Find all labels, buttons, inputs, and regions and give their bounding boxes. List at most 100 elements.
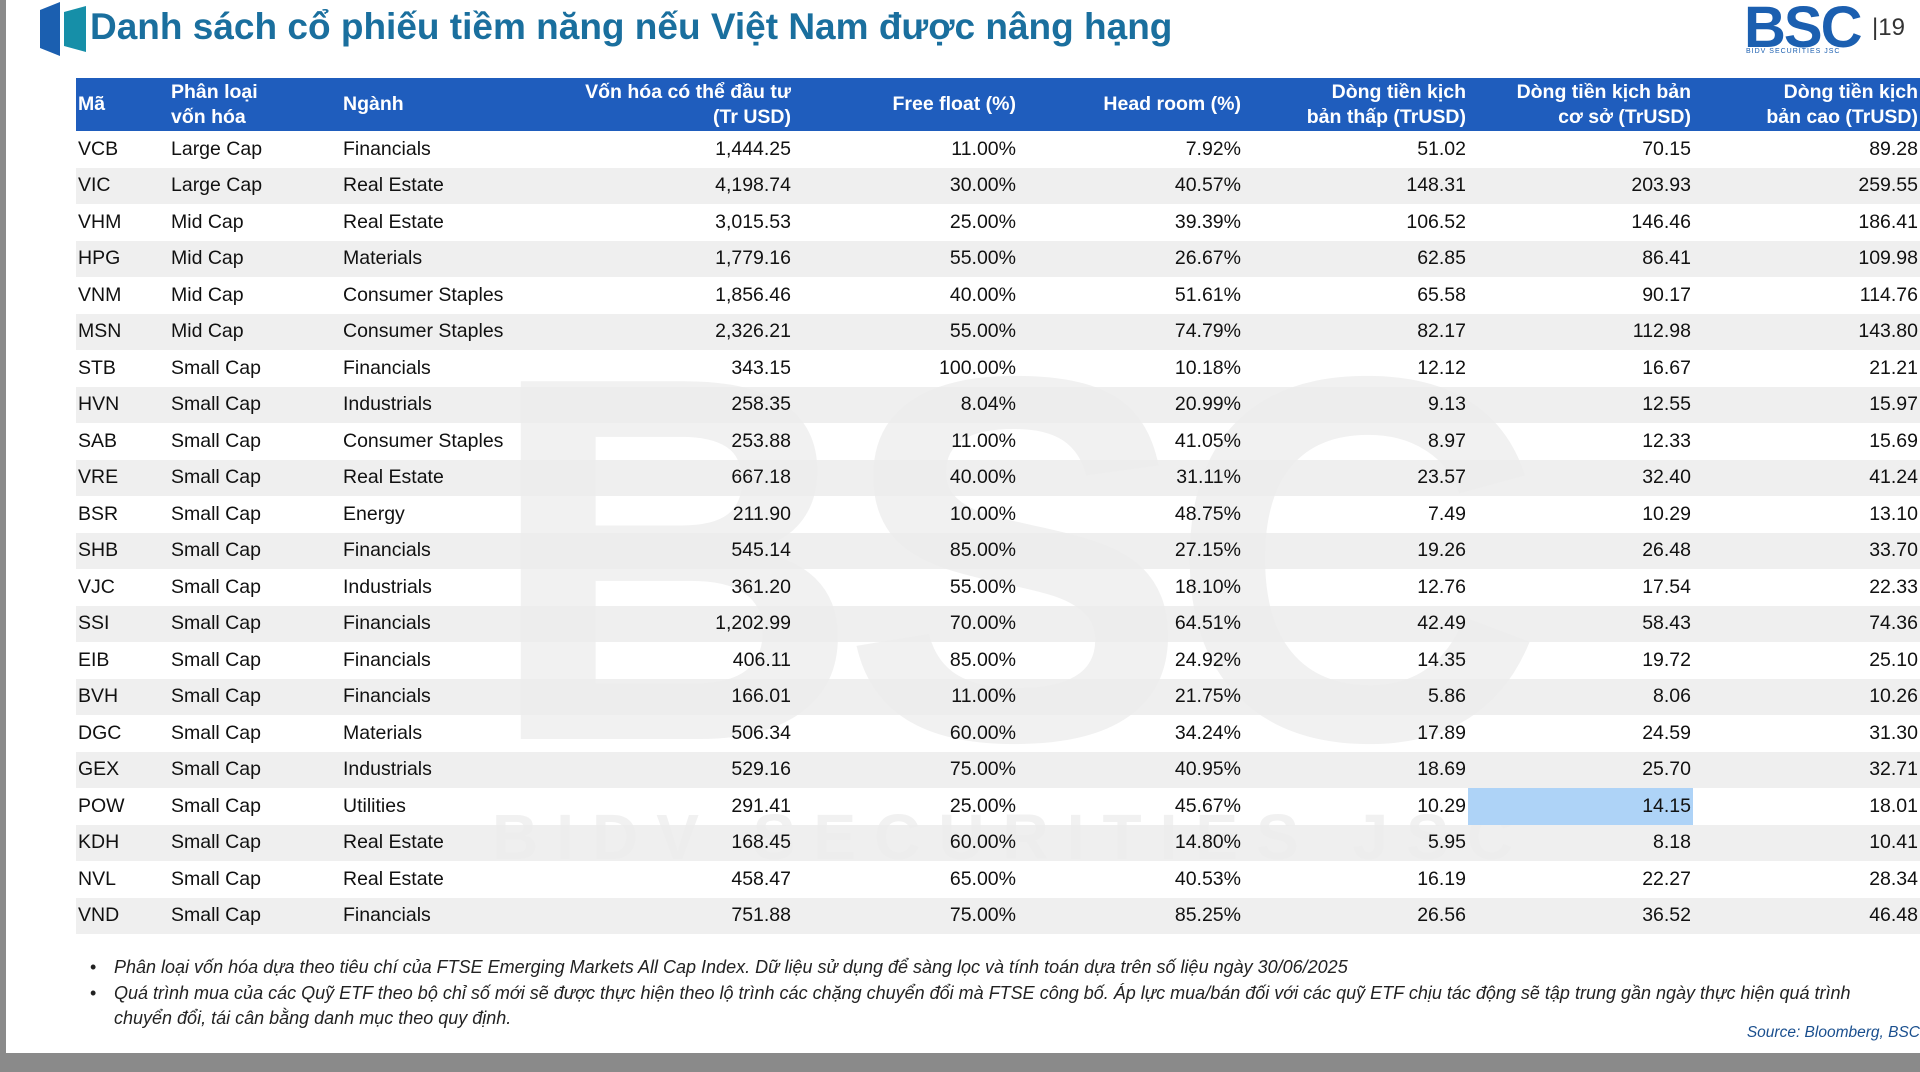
header-line: Dòng tiền kịch: [1331, 80, 1466, 103]
table-cell: 1,202.99: [567, 605, 793, 642]
table-cell: 10.29: [1417, 794, 1466, 817]
table-cell: 65.00%: [949, 867, 1016, 890]
table-cell: 24.59: [1642, 721, 1691, 744]
table-cell: 41.05%: [1174, 429, 1241, 452]
table-cell: VNM: [78, 283, 122, 306]
table-cell: Small Cap: [171, 794, 261, 817]
table-cell: 64.51%: [1018, 605, 1243, 642]
table-cell: 10.26: [1693, 678, 1920, 715]
table-cell: Financials: [341, 605, 567, 642]
table-cell: Small Cap: [171, 429, 261, 452]
source: Source: Bloomberg, BSC: [1746, 1024, 1920, 1041]
table-row: MSN Mid Cap Consumer Staples 2,326.21 55.00%…: [76, 313, 1920, 350]
title-icon: [40, 2, 86, 56]
table-cell: 25.10: [1869, 648, 1918, 671]
table-cell: 19.26: [1243, 532, 1468, 569]
table-cell: Real Estate: [341, 459, 567, 496]
table-cell: 8.06: [1468, 678, 1693, 715]
table-cell: VND: [76, 897, 169, 934]
table-cell: Materials: [341, 240, 567, 277]
table-cell: Consumer Staples: [343, 283, 504, 306]
table-cell: 5.86: [1243, 678, 1468, 715]
table-row: BSR Small Cap Energy 211.90 10.00% 48.75% 7.49…: [76, 496, 1920, 533]
column-header: Vốn hóa có thể đầu tư (Tr USD): [567, 78, 793, 131]
table-cell: 8.04%: [793, 386, 1018, 423]
column-header: Mã: [76, 78, 169, 131]
table-cell: 32.40: [1468, 459, 1693, 496]
table-cell: 25.00%: [949, 794, 1016, 817]
table-cell: 1,779.16: [567, 240, 793, 277]
table-cell: Financials: [341, 897, 567, 934]
table-row: POW Small Cap Utilities 291.41 25.00% 45.67% 1…: [76, 788, 1920, 825]
table-cell: Mid Cap: [171, 210, 244, 233]
table-cell: 60.00%: [949, 721, 1016, 744]
table-cell: 70.15: [1642, 137, 1691, 160]
table-cell: 22.27: [1642, 867, 1691, 890]
table-row: DGC Small Cap Materials 506.34 60.00% 34.24% 1…: [76, 715, 1920, 752]
table-cell: 10.18%: [1174, 356, 1241, 379]
table-cell: 33.70: [1693, 532, 1920, 569]
table-cell: Small Cap: [171, 356, 261, 379]
table-cell: Small Cap: [169, 459, 341, 496]
table-cell: 16.19: [1417, 867, 1466, 890]
column-header: Head room (%): [1018, 78, 1243, 131]
table-cell: SHB: [76, 532, 169, 569]
table-cell: 21.21: [1869, 356, 1918, 379]
table-cell: EIB: [78, 648, 110, 671]
table-cell: 148.31: [1243, 167, 1468, 204]
header-line: Dòng tiền kịch bản: [1516, 80, 1691, 103]
table-cell: VHM: [78, 210, 122, 233]
table-cell: 168.45: [567, 824, 793, 861]
table-cell: NVL: [78, 867, 116, 890]
table-cell: 46.48: [1693, 897, 1920, 934]
table-cell: 26.67%: [1018, 240, 1243, 277]
table-cell: 506.34: [731, 721, 791, 744]
table-cell: 74.36: [1693, 605, 1920, 642]
table-cell: 24.92%: [1174, 648, 1241, 671]
table-cell: Consumer Staples: [343, 429, 504, 452]
table-row: VRE Small Cap Real Estate 667.18 40.00% 31.11…: [76, 459, 1920, 496]
table-cell: MSN: [76, 313, 169, 350]
table-cell: 18.69: [1243, 751, 1468, 788]
table-cell: SAB: [78, 429, 118, 452]
table-row: GEX Small Cap Industrials 529.16 75.00% 40.95…: [76, 751, 1920, 788]
table-cell: Small Cap: [169, 605, 341, 642]
table-cell: 60.00%: [793, 824, 1018, 861]
table-cell: 146.46: [1631, 210, 1691, 233]
table-cell: 55.00%: [793, 313, 1018, 350]
logo-sub: BIDV SECURITIES JSC: [1746, 48, 1841, 55]
table-cell: 7.49: [1428, 502, 1466, 525]
table-cell: 15.97: [1693, 386, 1920, 423]
table-cell: 10.29: [1642, 502, 1691, 525]
header-line: Vốn hóa có thể đầu tư: [585, 80, 791, 103]
table-cell: 2,326.21: [567, 313, 793, 350]
table-cell: 8.97: [1428, 429, 1466, 452]
header-line: Dòng tiền kịch: [1783, 80, 1918, 103]
column-header: Ngành: [341, 78, 567, 131]
table-cell: Real Estate: [341, 824, 567, 861]
table-cell: 14.35: [1417, 648, 1466, 671]
table-cell: Small Cap: [171, 648, 261, 671]
table-cell: 11.00%: [793, 678, 1018, 715]
table-cell: 85.00%: [949, 648, 1016, 671]
table-cell: Financials: [341, 532, 567, 569]
header-line: Free float (%): [892, 93, 1016, 115]
table-cell: Small Cap: [171, 867, 261, 890]
table-row: VNM Mid Cap Consumer Staples 1,856.46 40.00%…: [76, 277, 1920, 314]
table-cell: 40.00%: [949, 283, 1016, 306]
table-cell: Small Cap: [169, 678, 341, 715]
page-number: 19: [1872, 14, 1905, 42]
table-cell: 20.99%: [1018, 386, 1243, 423]
table-cell: 51.02: [1417, 137, 1466, 160]
table-cell: 25.70: [1468, 751, 1693, 788]
header-line: bản thấp (TrUSD): [1306, 105, 1466, 128]
column-header: Phân loại vốn hóa: [169, 78, 341, 131]
table-cell: Materials: [343, 721, 423, 744]
table-row: SHB Small Cap Financials 545.14 85.00% 27.15%…: [76, 532, 1920, 569]
table-cell: 100.00%: [939, 356, 1016, 379]
table-cell: Large Cap: [169, 167, 341, 204]
table-cell: Financials: [343, 356, 431, 379]
table-cell: 90.17: [1642, 283, 1691, 306]
table-cell: 26.56: [1243, 897, 1468, 934]
